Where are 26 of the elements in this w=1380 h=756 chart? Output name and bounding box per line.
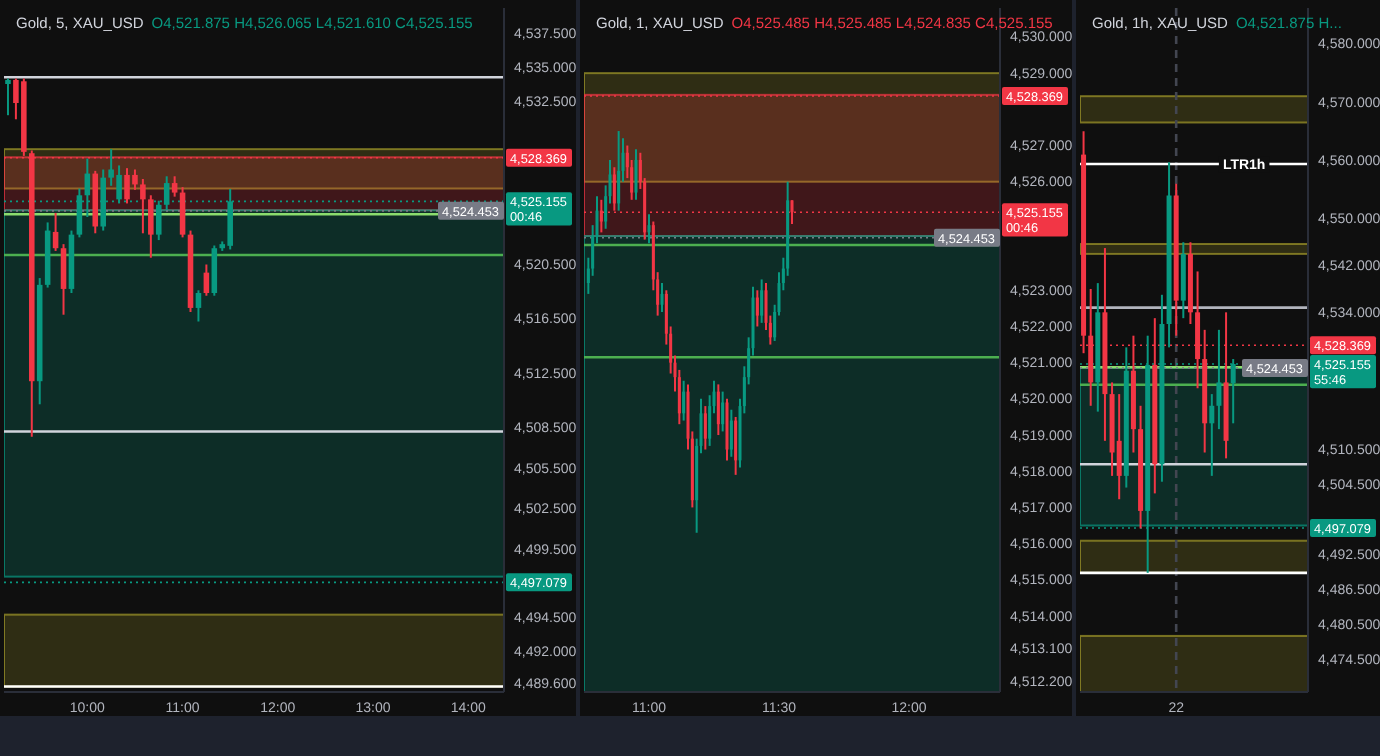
candlestick: [703, 405, 707, 451]
candlestick: [171, 175, 178, 198]
candlestick: [195, 289, 202, 323]
candlestick: [755, 289, 759, 328]
candlestick: [716, 383, 720, 437]
candlestick: [660, 282, 664, 313]
candlestick: [647, 213, 651, 245]
candlestick: [734, 415, 738, 476]
candlestick: [124, 167, 130, 205]
candlestick: [5, 77, 11, 117]
candlestick: [1180, 241, 1186, 320]
candlestick: [682, 379, 686, 422]
candlestick: [60, 243, 67, 316]
candlestick: [116, 164, 122, 205]
candlestick: [148, 194, 154, 259]
candlestick: [760, 278, 764, 324]
candlestick: [1116, 393, 1122, 501]
candlestick: [721, 390, 725, 433]
candlestick: [140, 178, 146, 235]
candlestick: [729, 408, 733, 458]
candlestick: [179, 186, 186, 239]
candlestick: [617, 130, 621, 212]
candlestick: [725, 397, 729, 462]
candlestick: [211, 244, 218, 297]
candlestick: [132, 168, 138, 191]
candlestick: [634, 148, 638, 201]
